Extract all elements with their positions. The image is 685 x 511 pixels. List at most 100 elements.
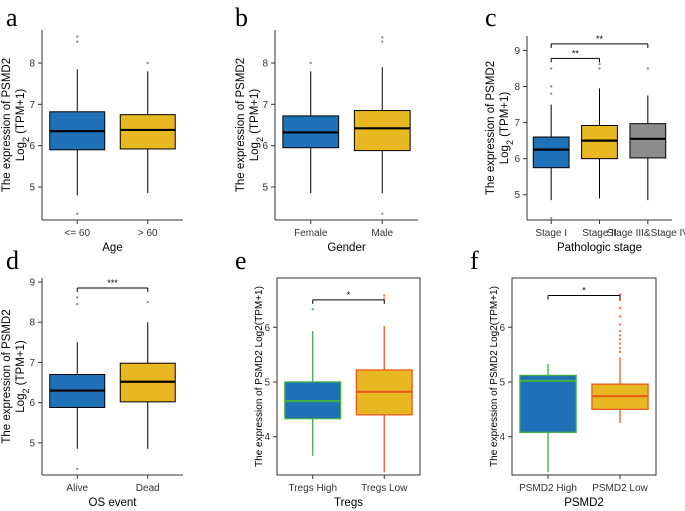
outlier-point <box>76 212 79 216</box>
y-tick-label: 6 <box>29 141 35 152</box>
significance-label: *** <box>107 278 118 288</box>
x-tick-label: Stage II <box>582 228 616 239</box>
panel-letter: f <box>470 246 479 275</box>
y-tick-label: 8 <box>262 59 268 70</box>
y-tick-label: 4 <box>499 432 505 443</box>
plot-frame <box>276 277 421 476</box>
significance-bracket: *** <box>76 278 149 293</box>
x-tick-label: <= 60 <box>64 228 90 239</box>
outlier-point <box>549 67 553 70</box>
box-0 <box>532 67 570 220</box>
y-tick-label: 6 <box>264 323 270 334</box>
outlier-point <box>618 346 622 350</box>
y-tick-label: 5 <box>264 377 270 388</box>
box-0 <box>282 61 340 194</box>
y-tick-label: 6 <box>29 398 35 409</box>
y-tick-label: 8 <box>514 82 520 93</box>
outlier-point <box>618 323 622 326</box>
significance-label: ** <box>572 48 580 58</box>
panel-letter: a <box>6 3 18 32</box>
y-tick-label: 5 <box>514 190 520 201</box>
x-tick-label: Female <box>294 228 328 239</box>
y-tick-label: 8 <box>29 318 35 329</box>
y-tick-label: 7 <box>514 118 520 129</box>
outlier-point <box>618 338 622 341</box>
panel-letter: c <box>485 3 497 32</box>
box-body <box>629 123 667 159</box>
panel-letter: d <box>6 246 19 275</box>
box-body <box>353 110 411 152</box>
y-tick-label: 5 <box>29 438 35 449</box>
outlier-point <box>76 302 79 306</box>
box-0 <box>519 363 577 473</box>
box-0 <box>49 35 106 216</box>
significance-bracket: ** <box>550 34 649 48</box>
significance-bracket: * <box>547 286 621 300</box>
outlier-point <box>381 212 384 216</box>
box-1 <box>591 293 649 424</box>
box-body <box>519 374 577 433</box>
box-1 <box>353 36 411 216</box>
x-axis-label: Age <box>102 242 122 254</box>
significance-label: * <box>582 286 586 296</box>
y-axis-label: The expression of PSMD2 Log2(TPM+1) <box>489 286 500 467</box>
outlier-point <box>549 92 553 95</box>
box-0 <box>49 296 106 471</box>
y-tick-label: 4 <box>264 432 270 443</box>
outlier-point <box>76 40 79 43</box>
outlier-point <box>311 307 314 311</box>
y-tick-label: 5 <box>262 182 268 193</box>
box-2 <box>629 67 667 201</box>
outlier-point <box>618 315 622 318</box>
x-tick-label: Male <box>371 228 393 239</box>
significance-label: ** <box>596 34 604 44</box>
panel-letter: b <box>235 3 248 32</box>
box-body <box>532 136 570 169</box>
y-tick-label: 7 <box>262 100 268 111</box>
outlier-point <box>76 296 79 299</box>
x-axis-label: Gender <box>327 242 366 254</box>
y-tick-label: 6 <box>262 141 268 152</box>
x-tick-label: Stage I <box>535 228 567 239</box>
y-tick-label: 6 <box>499 323 505 334</box>
outlier-point <box>598 62 601 66</box>
x-tick-label: PSMD2 Low <box>592 483 648 494</box>
panel-c: c 5 6 7 8 9 The expression of PSMD2 Log2 (TPM+1… <box>485 3 685 254</box>
outlier-point <box>646 67 650 70</box>
plot-frame <box>511 277 657 476</box>
outlier-point <box>618 350 622 354</box>
y-tick-label: 6 <box>514 154 520 165</box>
significance-bracket: * <box>312 290 385 304</box>
y-tick-label: 5 <box>29 182 35 193</box>
outlier-point <box>381 36 384 39</box>
box-body <box>119 114 176 150</box>
box-body <box>581 124 618 160</box>
outlier-point <box>618 298 622 302</box>
y-axis-label-units: Log2 (TPM+1) <box>499 92 515 165</box>
x-axis-label: PSMD2 <box>564 497 604 509</box>
y-tick-label: 5 <box>499 377 505 388</box>
outlier-point <box>618 329 622 333</box>
outlier-point <box>76 467 79 471</box>
y-tick-label: 7 <box>29 100 35 111</box>
x-tick-label: Tregs High <box>288 483 337 494</box>
significance-label: * <box>347 290 351 300</box>
x-tick-label: Dead <box>136 483 160 494</box>
outlier-point <box>146 300 149 304</box>
box-1 <box>119 61 176 194</box>
box-1 <box>355 294 413 473</box>
x-axis-label: Pathologic stage <box>557 242 642 254</box>
x-axis-label: Tregs <box>334 497 363 509</box>
outlier-point <box>309 61 312 65</box>
outlier-point <box>598 67 601 70</box>
outlier-point <box>618 334 622 337</box>
outlier-point <box>146 61 149 65</box>
x-axis-label: OS event <box>89 497 138 509</box>
outlier-point <box>618 306 622 310</box>
panel-letter: e <box>235 246 247 275</box>
y-axis-label: The expression of PSMD2 <box>235 58 247 192</box>
box-1 <box>581 62 618 199</box>
